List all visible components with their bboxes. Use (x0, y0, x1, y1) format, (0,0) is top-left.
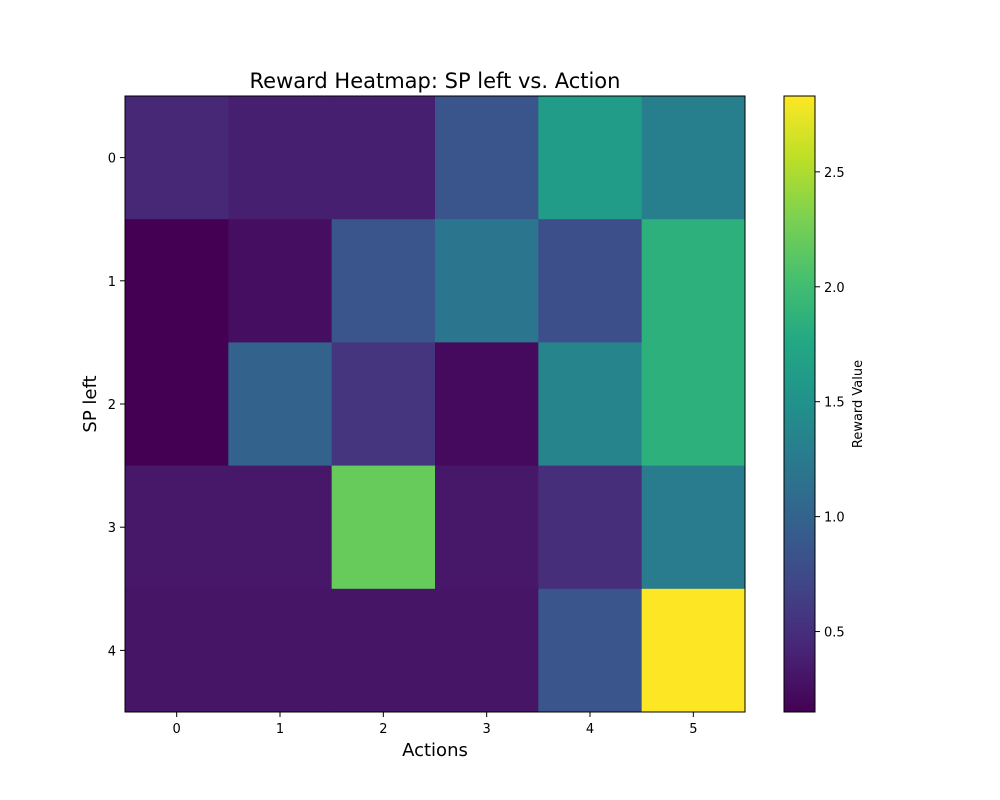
y-tick-label: 1 (108, 275, 116, 290)
colorbar-tick-label: 1.5 (824, 396, 845, 411)
heatmap-cell (538, 465, 643, 590)
colorbar-ticks: 0.5 1.0 1.5 2.0 2.5 (815, 166, 845, 641)
colorbar-tick-label: 2.5 (824, 166, 845, 181)
x-tick-label: 1 (276, 722, 284, 737)
heatmap-cell (538, 342, 643, 467)
heatmap-cell (228, 465, 333, 590)
heatmap-cell (331, 96, 436, 220)
heatmap-cell (331, 342, 436, 467)
heatmap-cell (228, 96, 333, 220)
chart-title: Reward Heatmap: SP left vs. Action (250, 69, 621, 93)
heatmap-cell (125, 465, 229, 590)
colorbar-tick-label: 1.0 (824, 511, 845, 526)
heatmap-cell (228, 342, 333, 467)
heatmap-cell (331, 465, 436, 590)
heatmap-cell (641, 219, 746, 343)
x-tick-label: 4 (586, 722, 594, 737)
heatmap-cell (538, 219, 643, 343)
heatmap-cell (641, 588, 746, 713)
heatmap-cell (125, 219, 229, 343)
heatmap-cell (435, 588, 539, 713)
heatmap-cell (125, 588, 229, 713)
heatmap-cell (641, 96, 746, 220)
heatmap-cell (641, 342, 746, 467)
x-tick-label: 3 (483, 722, 491, 737)
heatmap-cell (331, 219, 436, 343)
heatmap-cell (435, 465, 539, 590)
y-tick-label: 0 (108, 152, 116, 167)
colorbar-tick-label: 0.5 (824, 626, 845, 641)
x-tick-label: 5 (689, 722, 697, 737)
heatmap-cell (435, 342, 539, 467)
colorbar-tick-label: 2.0 (824, 281, 845, 296)
y-tick-label: 3 (108, 521, 116, 536)
y-axis-ticks: 0 1 2 3 4 (108, 152, 125, 659)
heatmap-cell (125, 96, 229, 220)
heatmap-cell (435, 219, 539, 343)
colorbar (783, 95, 816, 713)
heatmap-cell (125, 342, 229, 467)
x-axis-ticks: 0 1 2 3 4 5 (173, 712, 697, 737)
y-tick-label: 4 (108, 644, 116, 659)
heatmap-cell (331, 588, 436, 713)
heatmap-cell (538, 96, 643, 220)
heatmap-cells (125, 96, 746, 713)
x-tick-label: 0 (173, 722, 181, 737)
heatmap-cell (435, 96, 539, 220)
heatmap-cell (641, 465, 746, 590)
x-axis-label: Actions (402, 740, 468, 761)
heatmap-cell (228, 588, 333, 713)
y-axis-label: SP left (80, 375, 101, 432)
heatmap-cell (228, 219, 333, 343)
y-tick-label: 2 (108, 398, 116, 413)
colorbar-label: Reward Value (851, 360, 866, 448)
x-tick-label: 2 (379, 722, 387, 737)
heatmap-cell (538, 588, 643, 713)
